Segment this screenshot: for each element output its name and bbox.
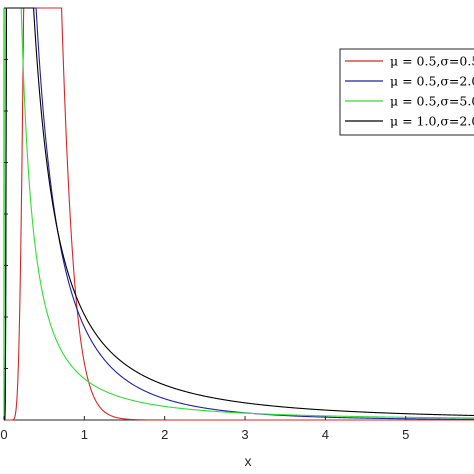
legend-entry: μ = 0.5,σ=0.5 xyxy=(390,54,474,69)
series-lines xyxy=(3,7,474,421)
legend-entry: μ = 0.5,σ=2.0 xyxy=(390,74,474,89)
legend: μ = 0.5,σ=0.5 μ = 0.5,σ=2.0 μ = 0.5,σ=5.0 μ… xyxy=(339,48,474,136)
ticks: 0 1 2 3 4 5 xyxy=(0,7,409,442)
x-tick-label: 2 xyxy=(161,427,168,442)
x-tick-label: 5 xyxy=(402,427,409,442)
legend-entry: μ = 0.5,σ=5.0 xyxy=(390,94,474,109)
x-tick-label: 0 xyxy=(0,427,7,442)
x-tick-label: 3 xyxy=(241,427,248,442)
x-axis-label: x xyxy=(245,453,252,469)
series-line-4 xyxy=(4,7,474,421)
x-tick-label: 4 xyxy=(322,427,329,442)
x-tick-label: 1 xyxy=(81,427,88,442)
series-line-1 xyxy=(4,7,474,421)
legend-entry: μ = 1.0,σ=2.0 xyxy=(390,114,474,129)
